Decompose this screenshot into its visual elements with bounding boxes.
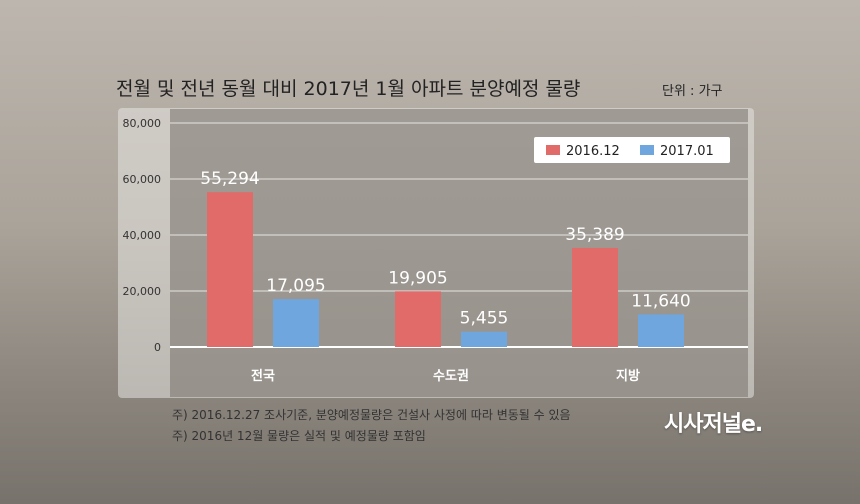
data-label: 17,095: [266, 276, 325, 296]
x-tick-label: 전국: [251, 368, 275, 384]
legend-label: 2016.12: [566, 144, 620, 159]
bar: [572, 247, 618, 347]
x-tick-label: 지방: [616, 368, 640, 384]
y-tick-label: 60,000: [123, 173, 162, 186]
y-tick-label: 20,000: [123, 285, 162, 298]
bar: [207, 192, 253, 347]
unit-label: 단위 : 가구: [662, 84, 723, 99]
data-label: 55,294: [200, 169, 259, 189]
data-label: 35,389: [565, 225, 624, 245]
y-tick-label: 40,000: [123, 229, 162, 242]
data-label: 19,905: [388, 268, 447, 288]
brand-logo: 시사저널e.: [664, 412, 763, 437]
bar: [273, 299, 319, 347]
bar: [638, 314, 684, 347]
x-tick-label: 수도권: [433, 369, 469, 384]
data-label: 11,640: [631, 291, 690, 311]
legend-label: 2017.01: [660, 144, 714, 159]
footnote-1: 주) 2016.12.27 조사기준, 분양예정물량은 건설사 사정에 따라 변…: [172, 408, 571, 422]
footnote-2: 주) 2016년 12월 물량은 실적 및 예정물량 포함임: [172, 429, 426, 443]
bar: [461, 331, 507, 347]
bar: [395, 291, 441, 347]
y-tick-label: 0: [154, 341, 161, 354]
y-tick-label: 80,000: [123, 117, 162, 130]
legend-swatch: [640, 145, 654, 155]
legend-swatch: [546, 145, 560, 155]
data-label: 5,455: [460, 309, 509, 329]
legend-box: [534, 137, 730, 163]
chart-title: 전월 및 전년 동월 대비 2017년 1월 아파트 분양예정 물량: [116, 78, 581, 100]
